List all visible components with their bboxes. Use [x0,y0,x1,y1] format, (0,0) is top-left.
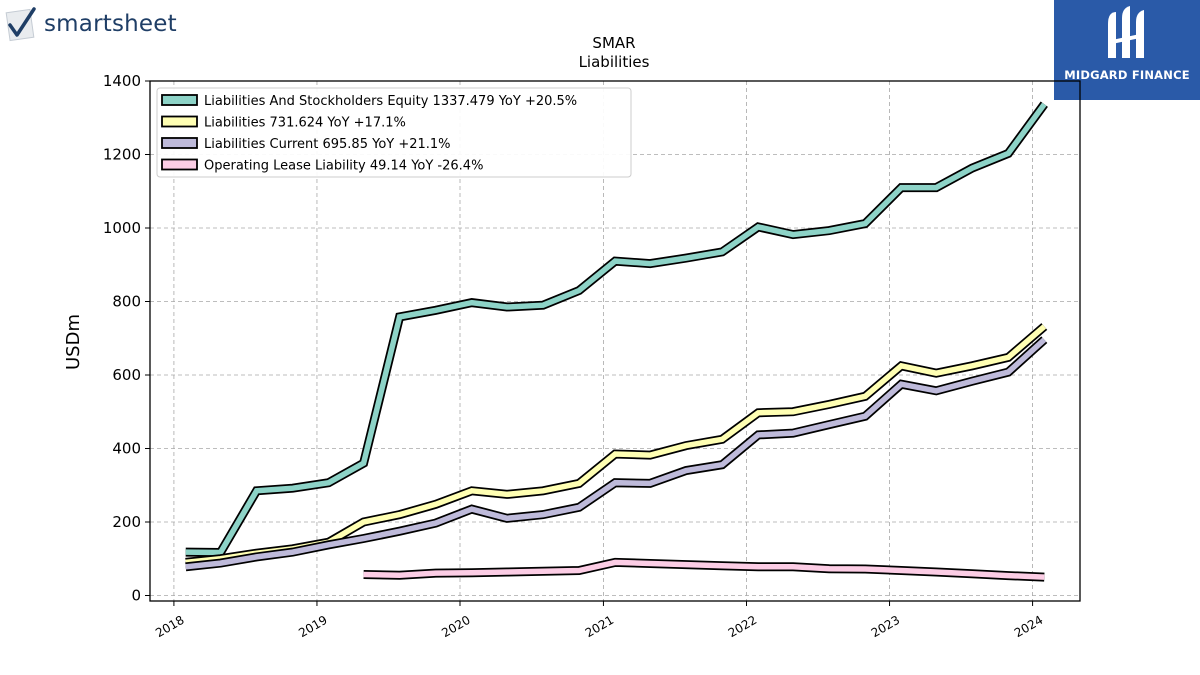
plot-frame [149,80,1081,602]
x-tick-label: 2024 [1012,613,1045,640]
smartsheet-logo-text: smartsheet [44,11,177,37]
x-tick-label: 2018 [153,613,186,640]
x-tick-label: 2020 [439,613,472,640]
y-tick-label: 400 [112,439,141,457]
legend-label-liabilities: Liabilities 731.624 YoY +17.1% [204,116,406,131]
y-axis-label: USDm [63,314,84,370]
legend-label-operating-lease-liability: Operating Lease Liability 49.14 YoY -26.… [204,159,483,174]
x-tick-label: 2022 [726,613,759,640]
y-tick-label: 1000 [103,219,141,237]
x-tick-label: 2023 [869,613,902,640]
checkmark-icon [5,7,36,42]
series-line-liabilities-current [185,337,1047,570]
x-tick-label: 2021 [583,613,616,640]
y-tick-label: 200 [112,513,141,531]
y-tick-label: 800 [112,292,141,310]
chart-subtitle: Liabilities [579,53,650,71]
legend-label-liabilities-current: Liabilities Current 695.85 YoY +21.1% [204,137,451,152]
series-line-liabilities [185,324,1047,566]
midgard-emblem-icon [1108,6,1144,58]
y-tick-label: 0 [131,586,141,604]
chart-title: SMAR [592,34,635,52]
midgard-finance-logo-text: MIDGARD FINANCE [1064,68,1190,82]
y-tick-label: 600 [112,366,141,384]
legend-swatch-operating-lease-liability [161,158,198,171]
smartsheet-logo: smartsheet [4,4,177,44]
legend-label-liabilities-and-stockholders-equity: Liabilities And Stockholders Equity 1337… [204,94,577,109]
series-layer [185,101,1048,582]
legend-swatch-liabilities-and-stockholders-equity [161,94,198,106]
legend-swatch-liabilities-current [161,137,198,149]
series-line-liabilities-and-stockholders-equity [185,102,1047,556]
x-tick-label: 2019 [296,613,329,640]
midgard-finance-logo: MIDGARD FINANCE [1054,0,1200,100]
series-outline-liabilities [185,323,1048,567]
y-tick-label: 1200 [103,145,141,163]
legend: Liabilities And Stockholders Equity 1337… [156,87,632,178]
y-tick-label: 1400 [103,72,141,90]
legend-swatch-liabilities [161,115,198,128]
series-line-operating-lease-liability [363,559,1045,580]
legend-box [156,87,632,178]
